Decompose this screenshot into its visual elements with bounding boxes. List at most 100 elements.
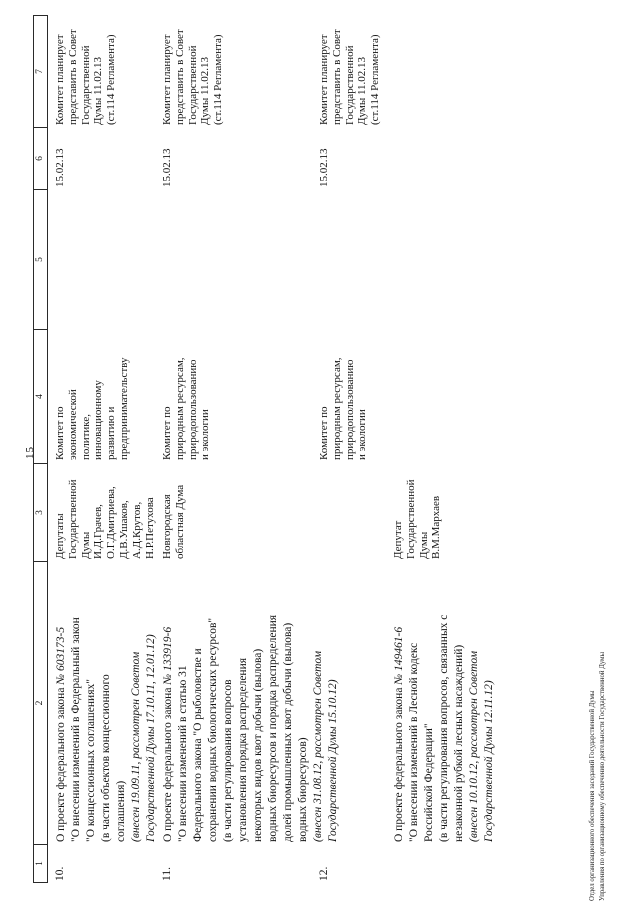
text-line: областная Дума [173, 484, 186, 559]
header-cell-7: 7 [33, 15, 48, 128]
text-line: И.Д.Грачев, [92, 504, 105, 559]
bill-number: № 603173-5 [55, 626, 67, 685]
text-line: "О внесении изменений в Лесной кодекс [408, 642, 420, 842]
bill-number: № 133919-6 [162, 626, 174, 685]
text-line: предпринимательству [117, 357, 130, 460]
text-line: некоторых видов квот добычи (вылова) [252, 648, 264, 842]
text-line: и экологии [356, 409, 369, 460]
header-cell-2: 2 [33, 561, 48, 845]
text-line: Новгородская [161, 494, 173, 559]
bill-note-lines: (внесен 10.10.12, рассмотрен Советом Госу… [467, 562, 497, 842]
initiator-cell: Депутат Государственной Думы В.М.Мархаев [392, 464, 443, 559]
header-cell-3: 3 [33, 463, 48, 562]
text-line: "О внесении изменений в статью 31 [177, 665, 189, 842]
text-line: долей промышленных квот добычи (вылова) [282, 622, 294, 842]
header-cell-5: 5 [33, 189, 48, 330]
text-line: (ст.114 Регламента) [212, 34, 225, 125]
text-line: развитию и [105, 406, 118, 460]
text-line: "О концессионных соглашениях" [85, 679, 97, 842]
plan-cell: Комитет планирует представить в Совет Госу… [161, 13, 225, 125]
text-line: Государственной Думы 15.10.12) [327, 679, 339, 842]
text-line: Государственной Думы 17.10.11, 12.01.12) [145, 634, 157, 842]
text-line: Думы 11.02.13 [199, 56, 212, 125]
committee-cell: Комитет по экономической политике, инноваци… [54, 330, 131, 460]
text-line: Комитет по [161, 406, 173, 460]
footer-line: Управления по организационному обеспечен… [598, 651, 606, 901]
text-line: Комитет планирует [318, 34, 330, 125]
bill-number: № 149461-6 [393, 626, 405, 685]
bill-title-line: О проекте федерального закона № 133919-6 [161, 562, 176, 842]
bill-description-cell: О проекте федерального закона № 603173-5… [54, 562, 159, 842]
date-cell: 15.02.13 [54, 148, 66, 188]
bill-note-lines: (внесен 19.09.11, рассмотрен Советом Госу… [129, 562, 159, 842]
text-line: В.М.Мархаев [430, 495, 443, 559]
text-line: (внесен 31.08.12, рассмотрен Советом [312, 650, 324, 842]
text-line: Депутаты [54, 513, 66, 559]
text-line: Комитет планирует [54, 34, 66, 125]
text-line: Думы [417, 531, 430, 559]
date-cell: 15.02.13 [161, 148, 173, 188]
bill-title-prefix: О проекте федерального закона [162, 684, 174, 842]
text-line: Государственной [66, 479, 79, 559]
text-line: водных биоресурсов) [297, 737, 309, 842]
text-line: Государственной Думы 12.11.12) [483, 680, 495, 842]
date-cell: 15.02.13 [318, 148, 330, 188]
text-line: О.Г.Дмитриева, [105, 486, 118, 559]
header-cell-1: 1 [33, 844, 48, 883]
text-line: Комитет по [318, 406, 330, 460]
text-line: "О внесении изменений в Федеральный зако… [70, 617, 82, 842]
bill-title-line: О проекте федерального закона № 149461-6 [392, 562, 407, 842]
bill-title-prefix: О проекте федерального закона [393, 684, 405, 842]
text-line: (в части объектов концессионного [100, 674, 112, 842]
bill-title-line: О проекте федерального закона № 603173-5 [54, 562, 69, 842]
bill-description-cell: О проекте федерального закона № 149461-6… [392, 562, 497, 842]
text-line: Н.Р.Петухова [143, 497, 156, 559]
text-line: Федерального закона "О рыболовстве и [192, 648, 204, 842]
plan-cell: Комитет планирует представить в Совет Госу… [318, 13, 382, 125]
bill-text-lines: "О внесении изменений в Федеральный зако… [69, 562, 129, 842]
row-number: 11. [161, 867, 173, 881]
text-line: природным ресурсам, [173, 357, 186, 460]
text-line: и экологии [199, 409, 212, 460]
text-line: А.Д.Крутов, [130, 501, 143, 559]
text-line: Государственной [343, 45, 356, 125]
header-cell-6: 6 [33, 127, 48, 190]
text-line: (внесен 19.09.11, рассмотрен Советом [130, 651, 142, 842]
text-line: природопользованию [343, 359, 356, 460]
text-line: сохранении водных биологических ресурсов… [207, 617, 219, 842]
committee-cell: Комитет по природным ресурсам, природополь… [161, 330, 212, 460]
text-line: Думы [79, 531, 92, 559]
text-line: Государственной [186, 45, 199, 125]
bill-text-lines: "О внесении изменений в статью 31 Федерал… [176, 562, 311, 842]
text-line: водных биоресурсов и порядка распределен… [267, 614, 279, 842]
text-line: представить в Совет [330, 29, 343, 125]
text-line: (ст.114 Регламента) [369, 34, 382, 125]
footer: Отдел организационного обеспечения засед… [588, 652, 607, 901]
text-line: незаконной рубкой лесных насаждений) [453, 644, 465, 842]
text-line: установления порядка распределения [237, 657, 249, 842]
text-line: политике, [79, 413, 92, 460]
text-line: представить в Совет [173, 29, 186, 125]
bill-description-cell: О проекте федерального закона № 133919-6… [161, 562, 341, 842]
text-line: инновационному [92, 380, 105, 460]
text-line: экономической [66, 389, 79, 460]
text-line: Д.В.Ушаков, [117, 500, 130, 559]
row-number: 10. [54, 866, 66, 881]
text-line: (в части регулирования вопросов [222, 679, 234, 842]
text-line: Думы 11.02.13 [92, 56, 105, 125]
plan-cell: Комитет планирует представить в Совет Госу… [54, 13, 118, 125]
text-line: Думы 11.02.13 [356, 56, 369, 125]
text-line: Комитет планирует [161, 34, 173, 125]
text-line: Государственной [404, 479, 417, 559]
bill-note-lines: (внесен 31.08.12, рассмотрен Советом Госу… [311, 562, 341, 842]
committee-cell: Комитет по природным ресурсам, природополь… [318, 330, 369, 460]
text-line: соглашения) [115, 780, 127, 842]
text-line: представить в Совет [66, 29, 79, 125]
text-line: Комитет по [54, 406, 66, 460]
text-line: (ст.114 Регламента) [105, 34, 118, 125]
text-line: природопользованию [186, 359, 199, 460]
text-line: (в части регулирования вопросов, связанн… [438, 614, 450, 842]
row-number: 12. [318, 866, 330, 881]
